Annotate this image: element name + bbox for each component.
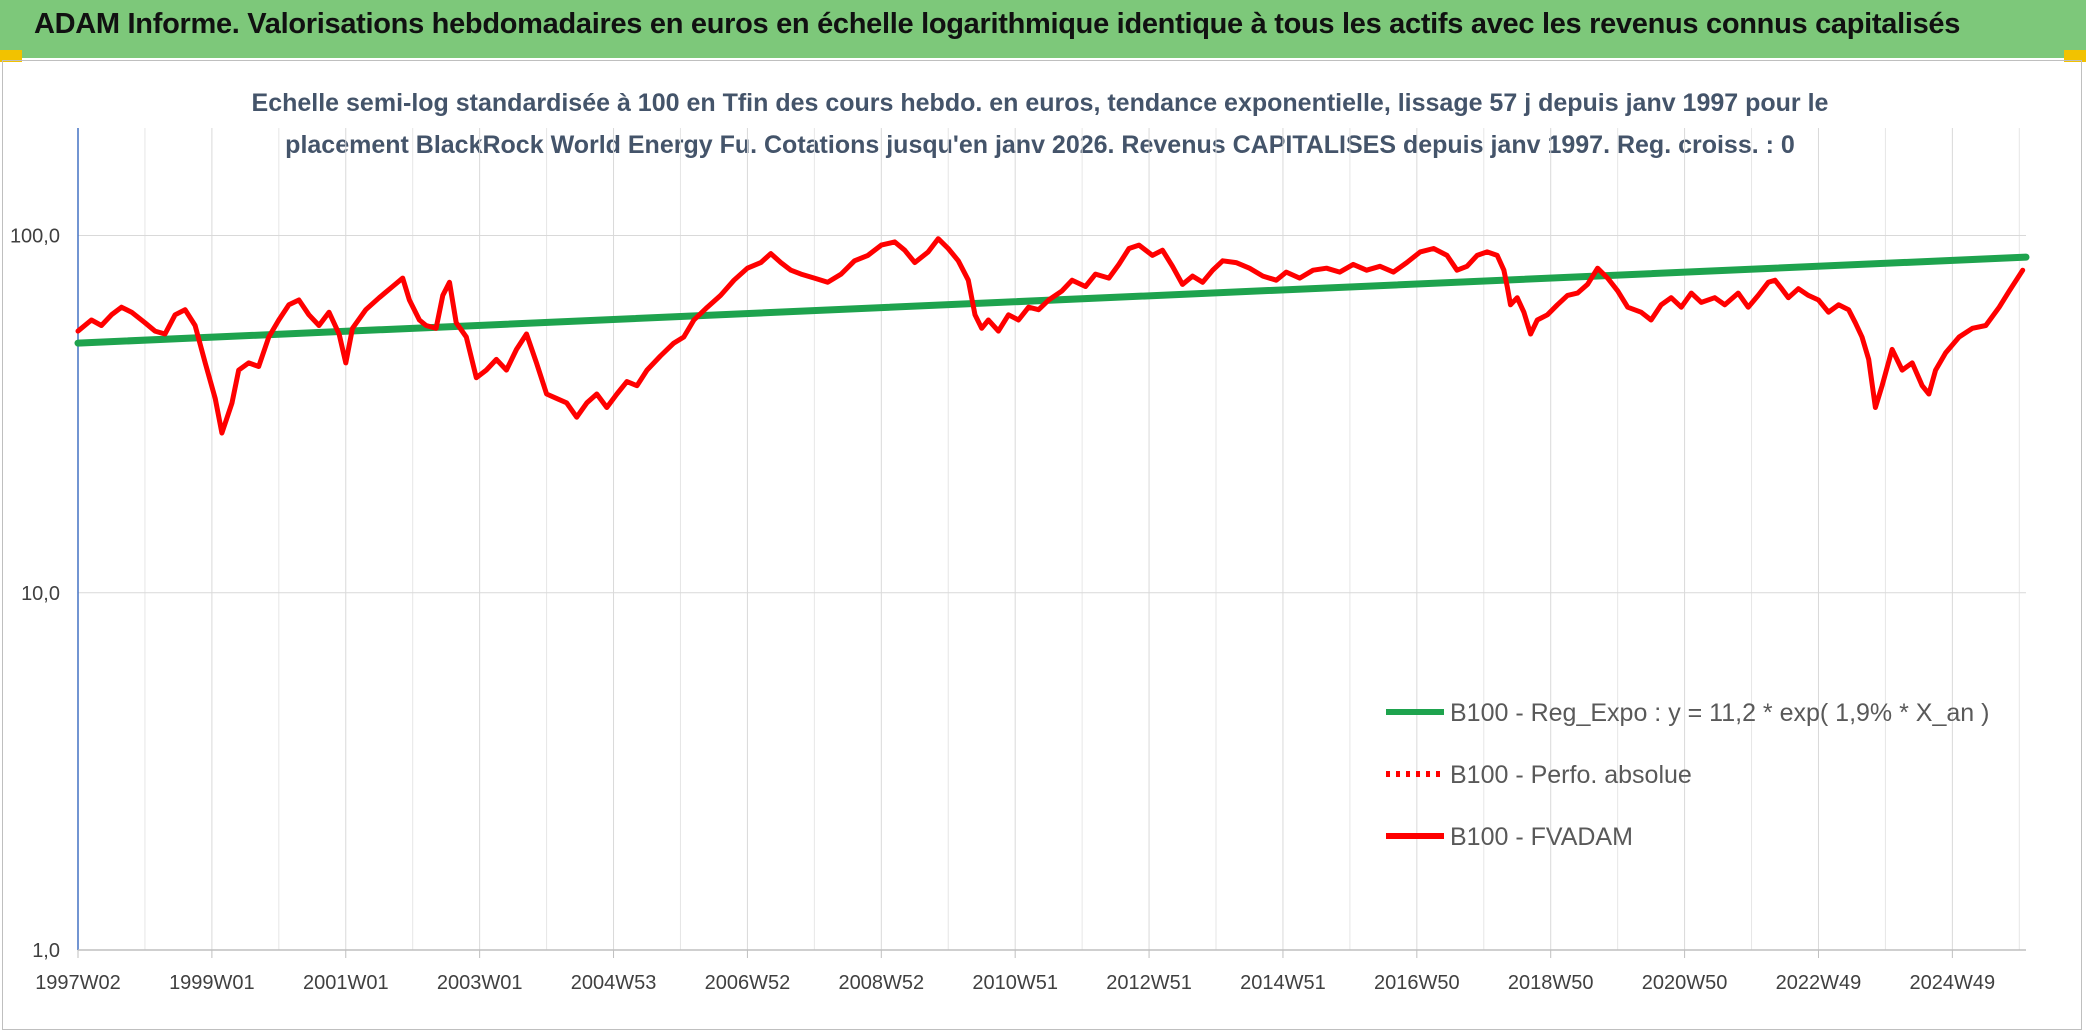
- x-tick-label: 2020W50: [1642, 972, 1728, 994]
- y-tick-label: 1,0: [32, 940, 60, 962]
- x-tick-label: 2022W49: [1776, 972, 1862, 994]
- corner-marker-left: [0, 50, 22, 62]
- grid: [78, 128, 2026, 951]
- x-tick-label: 1997W02: [35, 972, 121, 994]
- x-tick-label: 2008W52: [838, 972, 924, 994]
- y-tick-label: 100,0: [10, 226, 60, 248]
- x-tick-label: 2006W52: [705, 972, 791, 994]
- page-title: ADAM Informe. Valorisations hebdomadaire…: [34, 8, 1961, 40]
- chart-frame: [2, 60, 2082, 1030]
- x-tick-label: 2012W51: [1106, 972, 1192, 994]
- x-tick-label: 2018W50: [1508, 972, 1594, 994]
- chart-title-line-2: placement BlackRock World Energy Fu. Cot…: [285, 131, 1795, 159]
- legend-label-1: B100 - Perfo. absolue: [1450, 761, 1692, 789]
- series-lines: [74, 236, 2030, 436]
- x-tick-label: 2004W53: [571, 972, 657, 994]
- legend-label-2: B100 - FVADAM: [1450, 823, 1633, 851]
- series-line-2: [75, 236, 2026, 436]
- x-tick-label: 2010W51: [972, 972, 1058, 994]
- x-tick-label: 1999W01: [169, 972, 255, 994]
- legend: B100 - Reg_Expo : y = 11,2 * exp( 1,9% *…: [1386, 699, 1989, 851]
- x-tick-label: 2016W50: [1374, 972, 1460, 994]
- axes: 1,0 10,0 100,0 1997W02 1999W01 2001W01 2003W01…: [10, 128, 2026, 994]
- x-tick-label: 2003W01: [437, 972, 523, 994]
- x-tick-label: 2024W49: [1910, 972, 1996, 994]
- chart-title-line-1: Echelle semi-log standardisée à 100 en T…: [251, 89, 1829, 117]
- chart-title: Echelle semi-log standardisée à 100 en T…: [200, 82, 1880, 166]
- x-tick-label: 2001W01: [303, 972, 389, 994]
- y-tick-label: 10,0: [21, 583, 60, 605]
- legend-label-0: B100 - Reg_Expo : y = 11,2 * exp( 1,9% *…: [1450, 699, 1989, 727]
- header-bar: ADAM Informe. Valorisations hebdomadaire…: [0, 0, 2086, 58]
- x-tick-label: 2014W51: [1240, 972, 1326, 994]
- corner-marker-right: [2064, 50, 2086, 62]
